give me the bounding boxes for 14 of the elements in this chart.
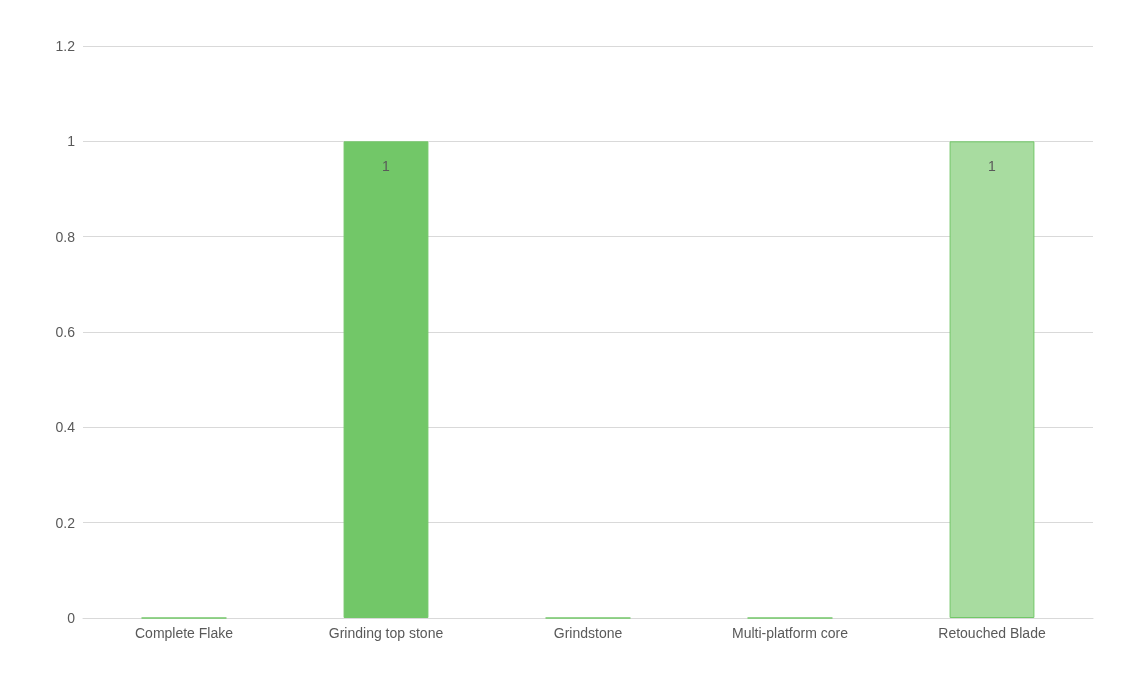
data-label: 1: [382, 158, 391, 175]
y-tick-label: 0.4: [55, 419, 76, 436]
y-tick-label: 0: [67, 610, 76, 626]
y-tick-label: 1.2: [55, 38, 76, 54]
x-tick-label: Retouched Blade: [938, 625, 1046, 641]
x-tick-label: Grindstone: [553, 625, 623, 641]
y-tick-label: 0.8: [55, 228, 76, 245]
y-tick-label: 0.2: [55, 514, 76, 531]
y-tick-label: 1: [67, 133, 76, 150]
x-tick-label: Grinding top stone: [328, 625, 444, 641]
x-tick-label: Complete Flake: [134, 625, 234, 641]
x-tick-label: Multi-platform core: [732, 625, 849, 641]
y-tick-label: 0.6: [55, 324, 76, 340]
data-label: 1: [988, 158, 997, 175]
